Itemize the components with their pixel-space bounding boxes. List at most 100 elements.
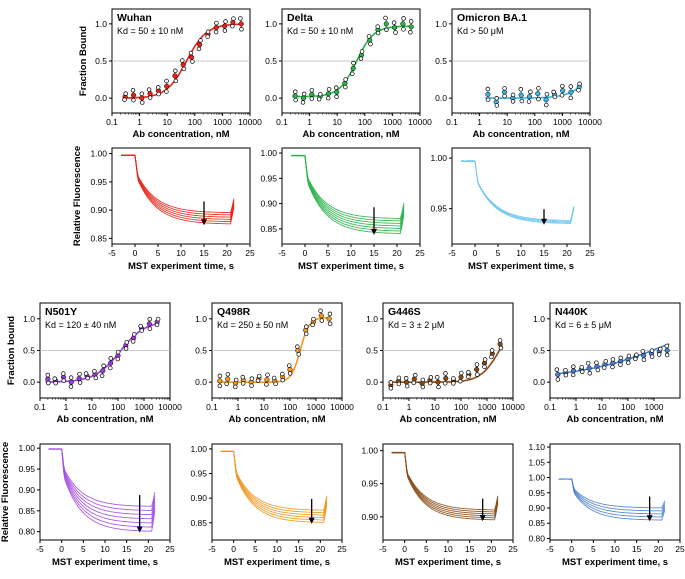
replicate-point <box>333 85 339 90</box>
replicate-point <box>568 84 574 89</box>
x-tick-label: 10 <box>332 117 342 127</box>
data-point <box>367 37 373 43</box>
replicate-point <box>101 363 106 368</box>
mst-trace <box>461 160 575 223</box>
replicate-point <box>393 30 398 35</box>
trend-arrow-head <box>371 228 377 235</box>
replicate-point <box>311 316 316 322</box>
replicate-point <box>435 375 440 380</box>
replicate-point <box>358 56 364 61</box>
mst-trace <box>291 154 405 232</box>
x-tick-label: 20 <box>654 544 664 554</box>
mst-plot-13: -5 0 5 10 15 20 25 0.80 0.85 0.90 0.95 1.00 1.05 1.10… <box>528 442 685 568</box>
replicate-point <box>634 352 639 358</box>
replicate-point <box>77 371 82 377</box>
replicate-point <box>45 372 51 378</box>
x-tick-label: 0.1 <box>106 117 118 127</box>
replicate-point <box>190 59 195 64</box>
replicate-point <box>559 93 565 98</box>
data-point <box>350 65 356 71</box>
replicate-point <box>420 377 426 383</box>
replicate-point <box>391 20 397 25</box>
mst-trace <box>391 451 499 519</box>
data-point <box>400 21 406 27</box>
mst-trace <box>121 154 235 225</box>
replicate-point <box>240 374 246 380</box>
replicate-point <box>388 386 394 391</box>
replicate-point <box>482 364 487 370</box>
replicate-point <box>649 354 655 359</box>
replicate-point <box>155 85 161 90</box>
replicate-point <box>457 379 463 384</box>
panel-title: N440K <box>555 306 588 318</box>
kd-label: Kd = 50 ± 10 nM <box>287 26 353 36</box>
y-tick-label: 1.0 <box>95 19 107 29</box>
replicate-point <box>256 373 262 379</box>
data-point <box>555 372 561 378</box>
x-tick-label: 0 <box>402 544 407 554</box>
x-tick-label: 5 <box>496 248 501 258</box>
data-point <box>238 21 244 27</box>
replicate-point <box>603 358 609 364</box>
replicate-point <box>233 377 239 383</box>
x-tick-label: 100 <box>188 117 202 127</box>
replicate-point <box>130 87 136 93</box>
replicate-point <box>131 332 137 337</box>
replicate-point <box>555 377 561 382</box>
mst-plot-5: -5 0 5 10 15 20 25 0.95 1.00 MST experiment time,… <box>430 147 595 272</box>
mst-trace <box>391 451 499 517</box>
x-tick-label: -5 <box>108 248 116 258</box>
replicate-point <box>293 89 298 94</box>
x-tick-label: 20 <box>222 248 232 258</box>
replicate-point <box>303 331 309 337</box>
x-tick-label: 15 <box>369 248 379 258</box>
x-tick-label: 10 <box>259 402 269 412</box>
data-point <box>326 316 332 322</box>
x-tick-label: 1000 <box>213 117 232 127</box>
replicate-point <box>108 356 113 361</box>
mst-trace <box>121 154 235 218</box>
mst-trace <box>461 160 575 224</box>
replicate-point <box>249 376 255 381</box>
x-tick-label: 0 <box>231 544 236 554</box>
data-point <box>180 62 186 68</box>
x-tick-label: 15 <box>632 544 642 554</box>
y-tick-label: 1.0 <box>195 314 207 324</box>
data-point <box>147 91 153 97</box>
mst-trace <box>558 478 666 515</box>
x-tick-label: 1 <box>64 402 69 412</box>
replicate-point <box>610 357 616 362</box>
data-point <box>292 93 298 99</box>
replicate-point <box>205 29 211 35</box>
replicate-point <box>155 316 161 322</box>
mst-trace <box>291 154 405 224</box>
x-tick-label: 1000 <box>553 117 572 127</box>
replicate-point <box>164 89 169 94</box>
replicate-point <box>404 383 410 389</box>
x-tick-label: 1 <box>477 117 482 127</box>
binding-plot-7: 0.1 1 10 100 1000 10000 0.0 0.5 1.0 Ab concentrat… <box>195 302 354 425</box>
y-tick-label: 0.0 <box>435 93 447 103</box>
x-tick-label: -5 <box>379 544 387 554</box>
mst-trace <box>291 154 405 227</box>
replicate-point <box>466 374 471 380</box>
replicate-point <box>304 324 309 329</box>
trend-arrow-head <box>136 526 143 533</box>
x-axis-label: MST experiment time, s <box>128 261 234 272</box>
y-tick-label: 1.0 <box>435 19 447 29</box>
data-point <box>108 360 114 366</box>
x-tick-label: 10 <box>443 544 453 554</box>
replicate-point <box>239 27 244 32</box>
y-tick-label: 0.0 <box>533 377 545 387</box>
y-tick-label: 0.85 <box>18 506 35 516</box>
mst-trace <box>220 450 328 518</box>
replicate-point <box>115 349 121 355</box>
mst-plot-10: -5 0 5 10 15 20 25 0.80 0.85 0.90 0.95 1.00 MST expe… <box>0 442 175 568</box>
x-tick-label: -5 <box>208 544 216 554</box>
y-tick-label: 0.95 <box>90 177 107 187</box>
mst-trace <box>558 478 666 512</box>
y-tick-label: 1.00 <box>260 148 277 158</box>
y-tick-label: 0.95 <box>18 464 35 474</box>
replicate-point <box>526 99 532 104</box>
x-tick-label: 100 <box>621 402 635 412</box>
